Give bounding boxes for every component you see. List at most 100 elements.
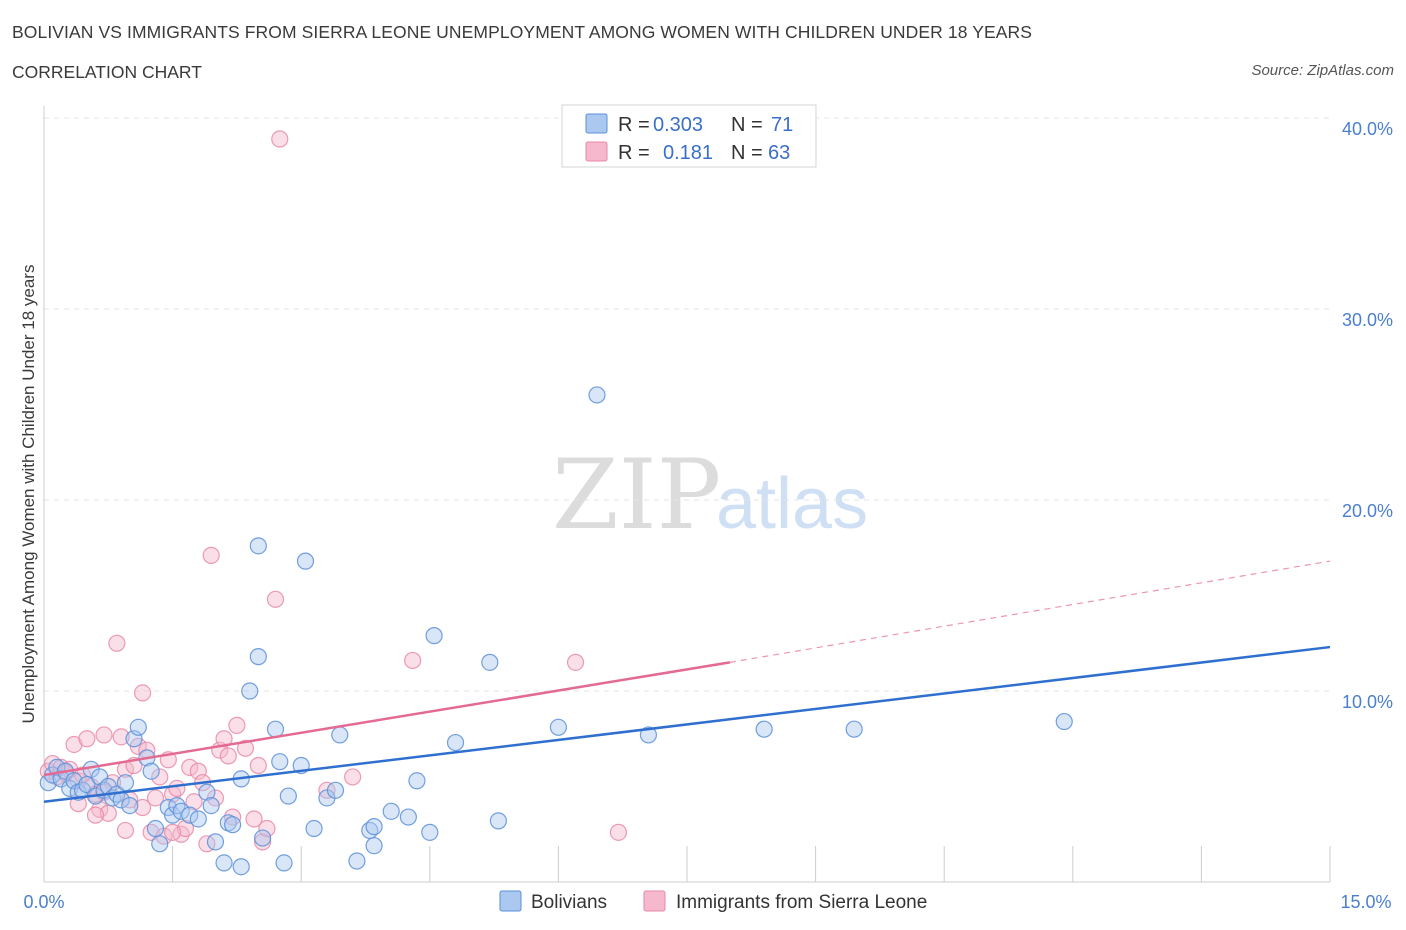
legend-r-value-bolivians: 0.303 [653, 114, 703, 136]
legend-n-value-sierra-leone: 63 [768, 142, 790, 164]
point-bolivians [382, 802, 400, 820]
point-sierra [185, 793, 203, 811]
point-bolivians [164, 806, 182, 824]
point-bolivians [348, 852, 366, 870]
point-sierra [566, 653, 585, 671]
point-bolivians [151, 835, 169, 853]
y-tick-label: 10.0% [1342, 692, 1393, 712]
point-sierra [258, 819, 276, 838]
point-sierra [73, 766, 92, 784]
point-bolivians [845, 720, 863, 738]
point-bolivians [408, 772, 426, 790]
grid-lines [44, 117, 1330, 692]
point-bolivians [232, 858, 250, 876]
point-bolivians [206, 833, 225, 851]
trend-lines [43, 560, 1331, 804]
legend-r-label-sierra-leone: R = [618, 142, 650, 164]
y-tick-label: 20.0% [1342, 501, 1393, 521]
point-sierra [112, 728, 130, 746]
point-bolivians [142, 762, 160, 780]
point-sierra [215, 730, 233, 748]
stats-legend: R = 0.303 N = 71 R = 0.181 N = 63 [561, 104, 817, 168]
point-bolivians [275, 854, 293, 872]
x-tick-label-min: 0.0% [23, 892, 64, 912]
point-bolivians [481, 653, 499, 671]
point-sierra [249, 756, 267, 775]
point-sierra [202, 546, 220, 564]
bottom-legend-swatch-sierra-leone [643, 890, 666, 912]
point-sierra [133, 684, 152, 702]
point-sierra [271, 130, 289, 148]
point-bolivians [172, 802, 190, 820]
point-sierra [133, 798, 152, 817]
point-bolivians [326, 781, 345, 799]
watermark-atlas: atlas [716, 464, 868, 544]
point-sierra [228, 716, 246, 734]
point-sierra [236, 739, 255, 757]
point-bolivians [588, 386, 606, 404]
point-sierra [344, 768, 362, 786]
point-bolivians [425, 627, 443, 645]
point-bolivians [146, 819, 165, 838]
point-sierra [219, 747, 237, 765]
series-legend: Bolivians Immigrants from Sierra Leone [499, 890, 927, 913]
point-bolivians [421, 823, 439, 841]
point-bolivians [249, 648, 267, 666]
point-bolivians [365, 818, 383, 836]
point-bolivians [266, 720, 285, 738]
point-bolivians [181, 806, 199, 824]
y-axis-label: Unemployment Among Women with Children U… [19, 265, 38, 724]
trend-line-bolivians [43, 645, 1331, 804]
point-bolivians [296, 552, 315, 570]
point-bolivians [215, 854, 233, 872]
point-sierra [78, 730, 96, 748]
point-bolivians [489, 812, 507, 830]
point-bolivians [755, 720, 773, 738]
point-bolivians [1055, 712, 1073, 731]
point-bolivians [189, 810, 207, 828]
point-sierra [95, 726, 113, 744]
point-bolivians [129, 718, 147, 736]
point-sierra [164, 823, 182, 841]
point-sierra [151, 768, 169, 786]
point-sierra [86, 806, 105, 824]
trend-line-extension-sierra [729, 560, 1331, 663]
point-bolivians [271, 753, 289, 771]
point-sierra [404, 651, 422, 670]
point-bolivians [198, 783, 216, 801]
point-sierra [254, 833, 272, 851]
point-sierra [146, 789, 165, 807]
legend-n-value-bolivians: 71 [771, 114, 793, 136]
legend-r-label-bolivians: R = [618, 114, 650, 136]
legend-swatch-bolivians [585, 113, 608, 134]
bottom-legend-swatch-bolivians [499, 890, 522, 912]
legend-n-label-sierra-leone: N = [731, 142, 763, 164]
point-bolivians [305, 819, 323, 838]
legend-n-label-bolivians: N = [731, 114, 763, 136]
point-sierra [176, 819, 195, 838]
point-bolivians [91, 768, 109, 786]
point-sierra [116, 821, 135, 840]
watermark: ZIP atlas [552, 439, 868, 551]
bottom-legend-label-bolivians: Bolivians [531, 892, 607, 913]
chart-title: BOLIVIAN VS IMMIGRANTS FROM SIERRA LEONE… [12, 22, 1033, 42]
legend-swatch-sierra-leone [585, 141, 608, 162]
series-bolivians-points [39, 386, 1073, 876]
x-tick-label-max: 15.0% [1340, 892, 1391, 912]
trend-line-sierra [43, 661, 731, 777]
source-label: Source: ZipAtlas.com [1251, 62, 1394, 79]
watermark-zip: ZIP [552, 439, 721, 551]
point-bolivians [365, 837, 383, 855]
point-bolivians [202, 796, 220, 815]
point-bolivians [279, 787, 297, 805]
bottom-legend-label-sierra-leone: Immigrants from Sierra Leone [676, 892, 927, 913]
point-sierra [181, 758, 199, 777]
point-bolivians [249, 537, 267, 555]
point-sierra [609, 823, 628, 841]
y-tick-labels: 10.0% 20.0% 30.0% 40.0% [1342, 119, 1393, 712]
y-tick-label: 40.0% [1342, 119, 1393, 139]
point-sierra [266, 590, 285, 608]
point-bolivians [549, 718, 568, 736]
point-bolivians [121, 796, 139, 815]
